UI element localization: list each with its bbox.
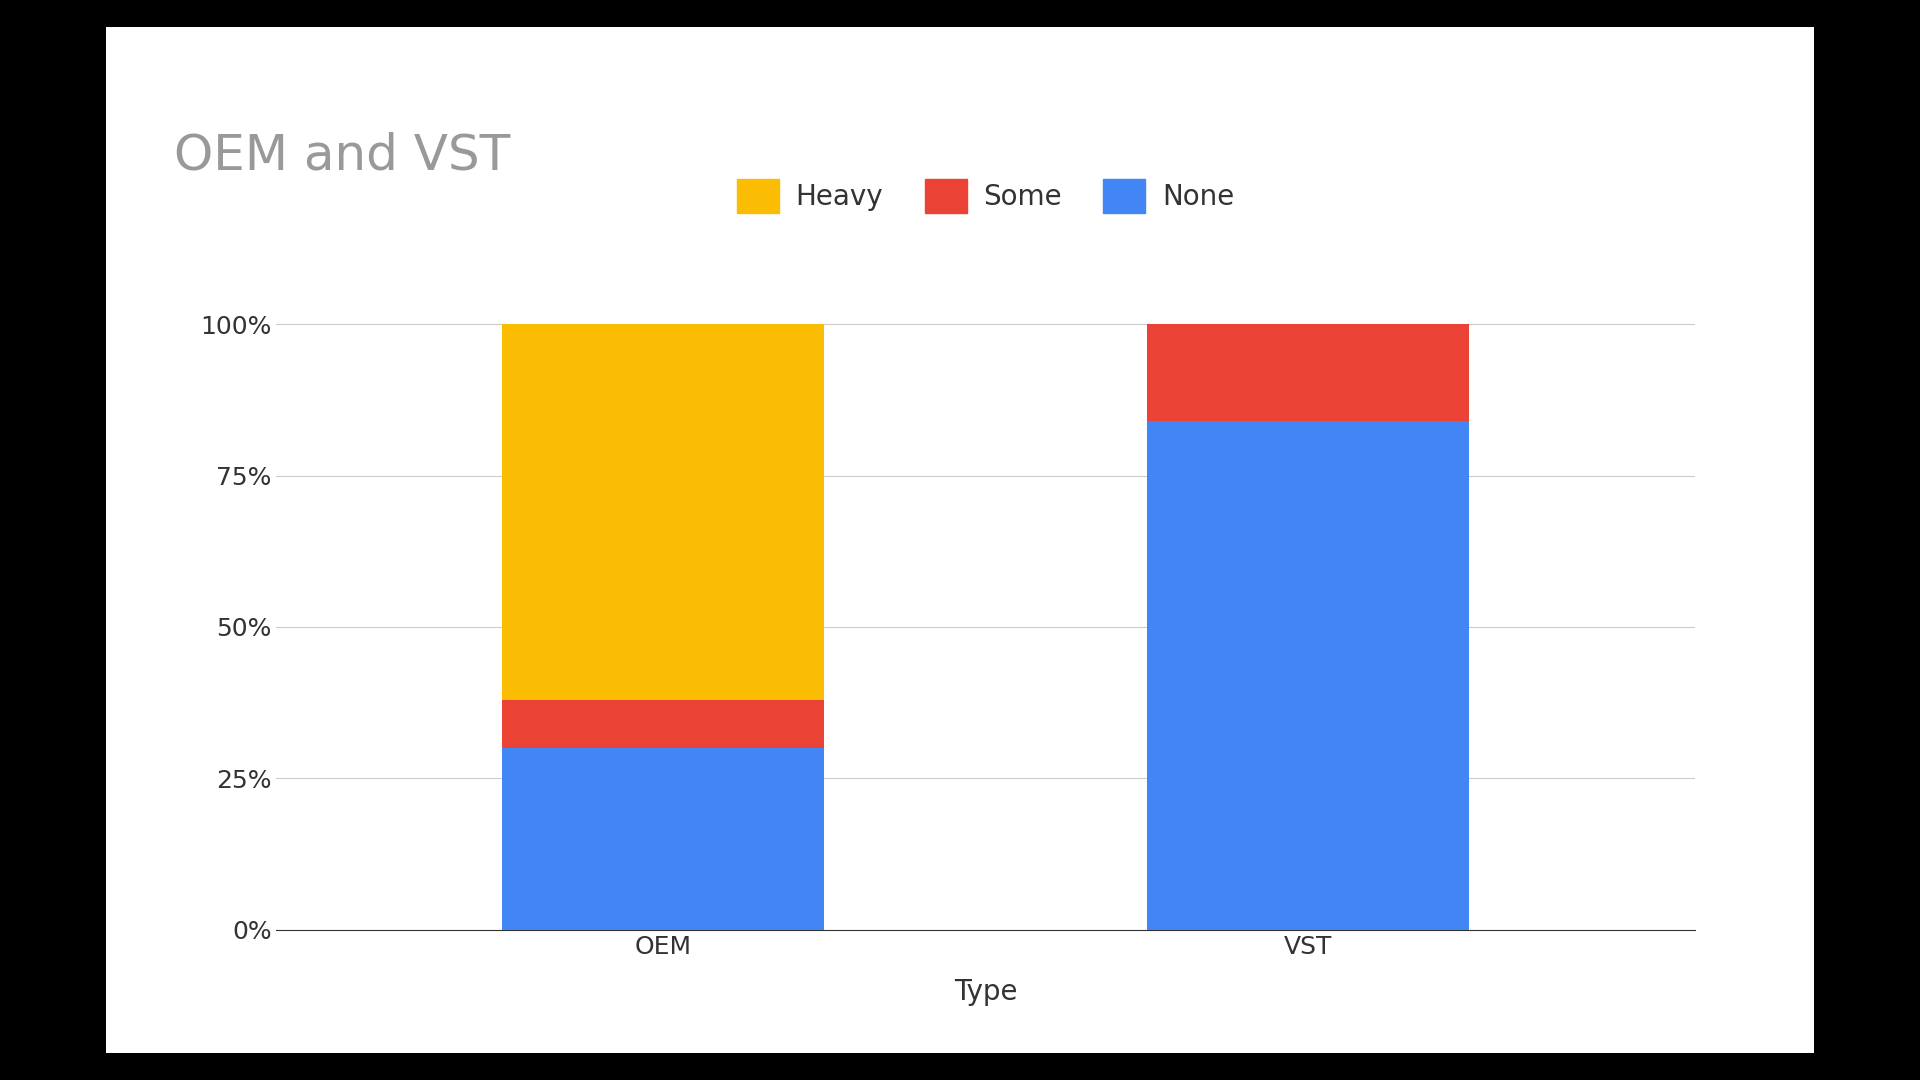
Bar — [1146, 421, 1469, 930]
Text: OEM and VST: OEM and VST — [175, 132, 511, 179]
Bar — [1146, 324, 1469, 421]
Bar — [503, 748, 824, 930]
Bar — [503, 700, 824, 748]
Bar — [503, 324, 824, 700]
Legend: Heavy, Some, None: Heavy, Some, None — [726, 167, 1246, 224]
X-axis label: Type: Type — [954, 978, 1018, 1007]
